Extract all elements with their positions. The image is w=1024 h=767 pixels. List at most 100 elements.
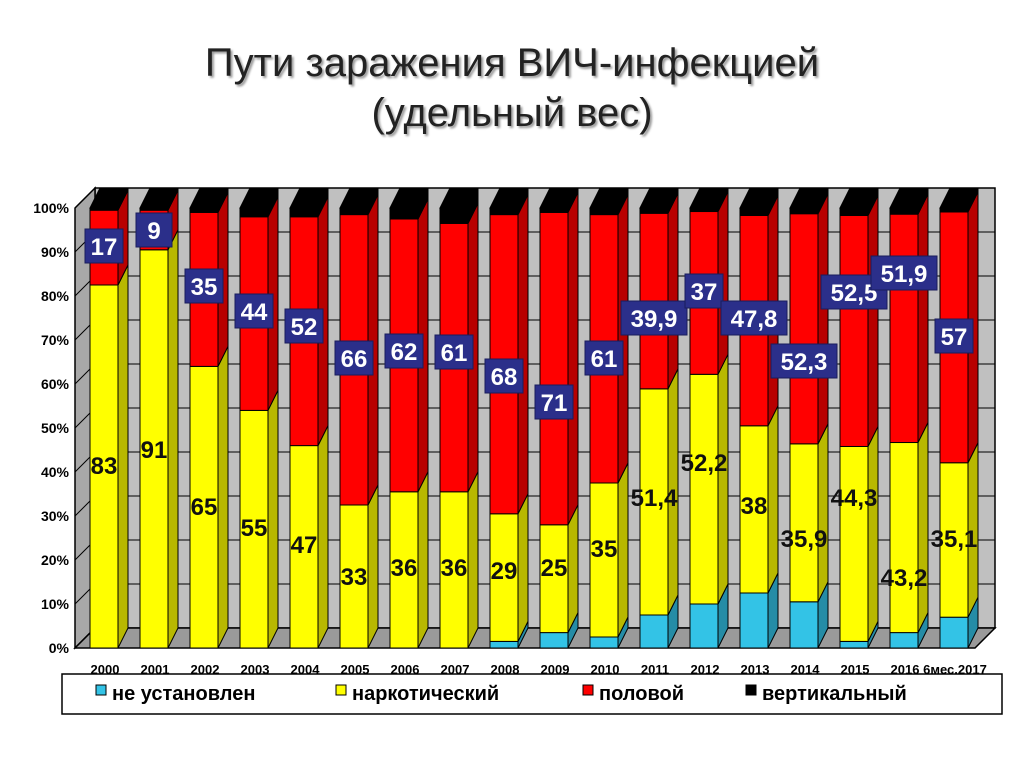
label-text: 47,8	[731, 306, 778, 333]
bar-front	[889, 213, 919, 444]
bar-front	[689, 603, 719, 649]
bar-front	[589, 482, 619, 638]
data-label-sexual: 9	[135, 212, 173, 248]
data-label-drug: 65	[191, 494, 218, 521]
bar-side	[467, 471, 479, 649]
legend-box	[61, 673, 1003, 715]
bar-front	[889, 207, 919, 215]
y-tick-label: 40%	[41, 464, 70, 480]
data-label-sexual: 61	[434, 334, 474, 370]
bar-top	[289, 187, 329, 209]
label-text: 39,9	[631, 306, 678, 333]
legend-label: вертикальный	[762, 683, 907, 705]
bar-front	[639, 388, 669, 616]
bar-segment-drug	[289, 425, 329, 649]
bar-front	[789, 601, 819, 649]
bar-front	[789, 207, 819, 215]
bar-front	[839, 207, 869, 216]
data-label-drug: 29	[491, 558, 518, 585]
bar-stack-2011	[639, 187, 679, 649]
bar-side	[117, 264, 129, 649]
bar-top	[439, 187, 479, 209]
legend-swatch	[745, 684, 757, 696]
data-label-drug: 44,3	[831, 485, 878, 512]
bar-side	[867, 426, 879, 642]
bar-front	[239, 207, 269, 218]
bar-top	[689, 187, 729, 209]
bar-side	[567, 192, 579, 526]
label-box	[720, 300, 788, 336]
bar-front	[489, 513, 519, 642]
bar-stack-2013	[739, 187, 779, 649]
bar-front	[589, 207, 619, 216]
bar-side	[817, 193, 829, 445]
bar-segment-sexual	[489, 194, 529, 515]
bar-side	[917, 422, 929, 633]
y-axis: 0% 10% 20% 30% 40% 50% 60% 70% 80% 90% 100%	[33, 200, 69, 656]
label-text: 52,3	[781, 349, 828, 376]
bar-front	[789, 213, 819, 445]
label-text: 17	[91, 234, 118, 261]
bar-top	[239, 187, 279, 209]
bar-segment-drug	[89, 264, 129, 649]
bar-top	[839, 187, 879, 209]
bar-stack-2009	[539, 187, 579, 649]
bar-segment-drug	[639, 368, 679, 616]
label-text: 57	[941, 324, 968, 351]
bar-front	[939, 207, 969, 213]
data-label-drug: 52,2	[681, 450, 728, 477]
bar-top	[739, 187, 779, 209]
bar-segment-drug	[589, 462, 629, 638]
data-label-sexual: 51,9	[870, 255, 938, 291]
bar-top	[339, 187, 379, 209]
bar-front	[739, 425, 769, 594]
bar-segment-sexual	[639, 193, 679, 390]
bar-top	[639, 187, 679, 209]
bar-top	[889, 187, 929, 209]
bar-front	[939, 616, 969, 649]
bar-segment-sexual	[789, 193, 829, 445]
legend-item-unknown: не установлен	[95, 683, 255, 705]
bar-front	[289, 445, 319, 649]
bar-side	[417, 471, 429, 649]
bar-segment-drug	[539, 504, 579, 634]
data-label-sexual: 68	[484, 358, 524, 394]
label-box	[620, 300, 688, 336]
data-label-sexual: 37	[684, 273, 724, 309]
label-box	[484, 358, 524, 394]
bar-side	[917, 193, 929, 443]
bar-top	[139, 187, 179, 209]
legend-label: половой	[599, 683, 684, 705]
chart-title: Пути заражения ВИЧ-инфекцией (удельный в…	[0, 38, 1024, 138]
label-box	[135, 212, 173, 248]
bar-top	[789, 187, 829, 209]
data-label-drug: 25	[541, 555, 568, 582]
bar-front	[389, 207, 419, 220]
label-text: 35	[191, 274, 218, 301]
y-tick-label: 0%	[49, 640, 70, 656]
data-label-drug: 38	[741, 493, 768, 520]
bar-front	[589, 636, 619, 649]
data-label-drug: 83	[91, 453, 118, 480]
bar-stack-2000	[89, 187, 129, 649]
data-label-sexual: 57	[934, 318, 974, 354]
bar-top	[389, 187, 429, 209]
label-box	[770, 343, 838, 379]
bar-front	[839, 640, 869, 649]
bar-side	[817, 423, 829, 603]
bar-front	[639, 614, 669, 649]
bar-front	[839, 214, 869, 447]
bar-top	[589, 187, 629, 209]
bar-side	[767, 405, 779, 594]
data-label-drug: 33	[341, 564, 368, 591]
bar-side	[567, 504, 579, 633]
y-tick-label: 20%	[41, 552, 70, 568]
bar-top	[539, 187, 579, 209]
y-tick-label: 60%	[41, 376, 70, 392]
data-label-drug: 51,4	[631, 485, 678, 512]
data-label-sexual: 61	[584, 340, 624, 376]
bar-front	[889, 632, 919, 649]
data-label-drug: 35,1	[931, 526, 978, 553]
gridline-side	[74, 187, 96, 209]
bar-front	[689, 207, 719, 213]
